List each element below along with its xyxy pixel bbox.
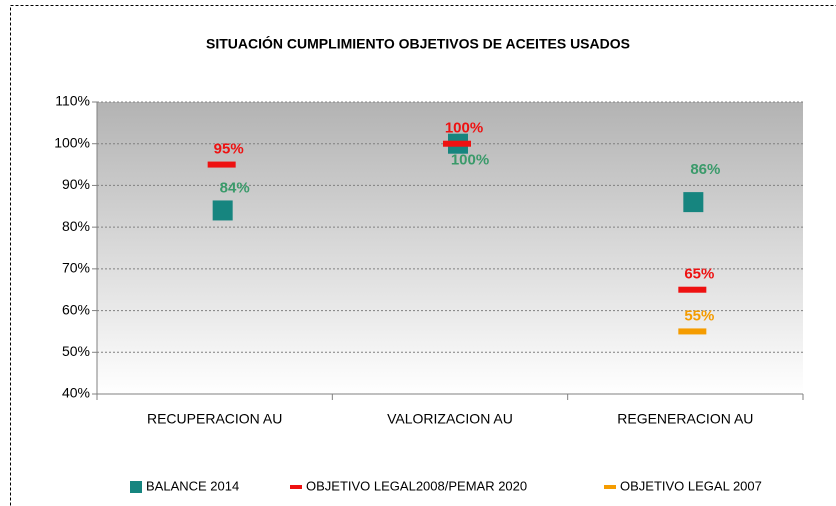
y-tick-label: 110%: [55, 93, 90, 109]
y-tick-label: 80%: [62, 218, 90, 234]
y-tick-label: 40%: [62, 385, 90, 401]
chart-title: SITUACIÓN CUMPLIMIENTO OBJETIVOS DE ACEI…: [206, 35, 630, 52]
marker: [678, 328, 707, 335]
legend-label: BALANCE 2014: [146, 478, 239, 493]
legend-marker: [290, 485, 302, 489]
value-label: 84%: [220, 179, 250, 196]
x-tick-label: VALORIZACION AU: [387, 411, 513, 427]
y-tick-label: 70%: [62, 260, 90, 276]
value-label: 86%: [690, 161, 720, 178]
y-tick-label: 50%: [62, 343, 90, 359]
legend-label: OBJETIVO LEGAL 2007: [620, 478, 762, 493]
marker: [207, 161, 236, 168]
x-tick-label: RECUPERACION AU: [147, 411, 282, 427]
marker: [212, 200, 233, 221]
x-tick-label: REGENERACION AU: [617, 411, 753, 427]
value-label: 100%: [445, 120, 483, 137]
marker: [443, 140, 471, 147]
chart-border: [10, 5, 836, 506]
y-tick-label: 100%: [54, 134, 90, 150]
y-tick-label: 90%: [62, 176, 90, 192]
y-tick-label: 60%: [62, 301, 90, 317]
value-label: 55%: [684, 307, 714, 324]
value-label: 65%: [684, 266, 714, 283]
marker: [683, 192, 704, 213]
marker: [678, 286, 707, 293]
legend-label: OBJETIVO LEGAL2008/PEMAR 2020: [306, 478, 527, 493]
value-label: 100%: [451, 152, 489, 169]
legend-marker: [604, 485, 616, 489]
legend-marker: [130, 481, 142, 493]
value-label: 95%: [214, 141, 244, 158]
